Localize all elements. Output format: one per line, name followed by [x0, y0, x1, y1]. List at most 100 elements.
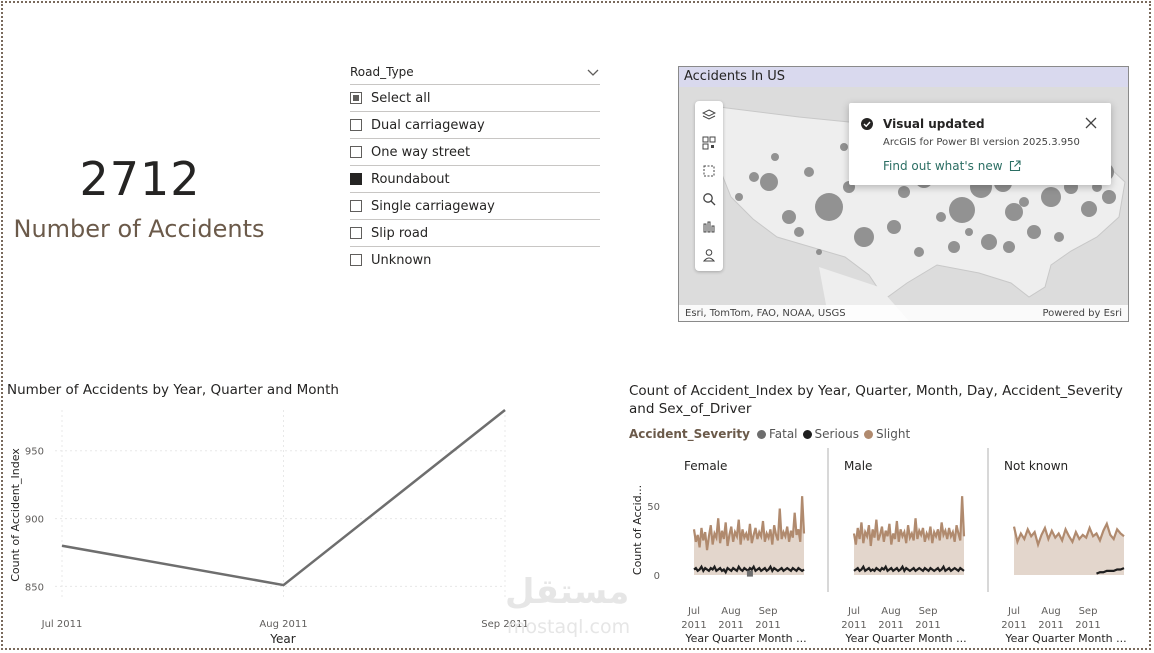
select-rect-tool-button[interactable] — [695, 157, 723, 185]
visual-updated-toast: Visual updated ArcGIS for Power BI versi… — [849, 103, 1111, 185]
x-tick-label: Sep — [1079, 606, 1098, 617]
y-axis-label: Count of Accid... — [631, 485, 644, 575]
accident-marker — [965, 228, 973, 236]
slicer-header[interactable]: Road_Type — [350, 60, 600, 85]
slicer-item-label: Unknown — [371, 252, 432, 268]
accident-marker — [1041, 187, 1061, 207]
slight-line[interactable] — [1012, 520, 1125, 549]
legend-item-slight[interactable]: Slight — [863, 427, 911, 441]
powered-by-esri[interactable]: Powered by Esri — [1042, 307, 1122, 319]
y-tick-label: 900 — [25, 515, 44, 526]
slicer-item[interactable]: Roundabout — [350, 166, 600, 193]
qr-grid-tool-button[interactable] — [695, 129, 723, 157]
accident-marker — [914, 247, 924, 257]
legend-item-serious[interactable]: Serious — [802, 427, 859, 441]
slicer-item[interactable]: One way street — [350, 139, 600, 166]
x-tick-label: 2011 — [1001, 620, 1026, 631]
accident-marker — [948, 241, 960, 253]
whats-new-label: Find out what's new — [883, 159, 1003, 173]
x-tick-label: Aug — [721, 606, 741, 617]
y-tick-label: 950 — [25, 447, 44, 458]
legend-label-slight: Slight — [875, 427, 911, 441]
accident-marker — [1003, 241, 1015, 253]
accident-marker — [981, 234, 997, 250]
checkbox[interactable] — [350, 200, 362, 212]
close-icon[interactable] — [1085, 117, 1097, 129]
map-area[interactable]: Visual updated ArcGIS for Power BI versi… — [679, 87, 1128, 321]
slicer-item-label: Dual carriageway — [371, 117, 485, 133]
x-tick-label: Jul — [847, 606, 860, 617]
select-rect-icon — [703, 165, 715, 177]
road-type-slicer: Road_Type Select all Dual carriageway One … — [350, 60, 600, 273]
line-chart[interactable]: 850 900 950 Jul 2011 Aug 2011 Sep 2011 Year Cou… — [0, 400, 560, 650]
person-pin-tool-button[interactable] — [695, 241, 723, 269]
accidents-map-visual: Accidents In US Visual updated ArcGIS fo… — [678, 66, 1129, 322]
x-axis-label: Year Quarter Month ... — [684, 632, 806, 645]
legend-title: Accident_Severity — [629, 427, 750, 441]
layers-tool-button[interactable] — [695, 101, 723, 129]
slicer-item-label: Roundabout — [371, 171, 450, 187]
qr-grid-icon — [702, 136, 716, 150]
x-tick-label: 2011 — [878, 620, 903, 631]
x-axis-label: Year — [269, 632, 295, 646]
checkbox[interactable] — [350, 146, 362, 158]
checkbox[interactable] — [350, 119, 362, 131]
toast-title: Visual updated — [883, 117, 985, 131]
slicer-item[interactable]: Select all — [350, 85, 600, 112]
checkbox[interactable] — [350, 254, 362, 266]
bars-tool-button[interactable] — [695, 213, 723, 241]
whats-new-link[interactable]: Find out what's new — [883, 159, 1021, 173]
accident-marker — [887, 220, 901, 234]
accident-marker — [1102, 190, 1116, 204]
slicer-title: Road_Type — [350, 65, 414, 79]
map-attribution: Esri, TomTom, FAO, NOAA, USGS — [685, 307, 846, 319]
x-tick-label: Sep — [759, 606, 778, 617]
accident-marker — [1081, 201, 1097, 217]
accident-marker — [749, 172, 759, 182]
accident-marker — [949, 197, 975, 223]
slight-area — [1014, 523, 1124, 575]
slight-line[interactable] — [852, 496, 966, 547]
accident-marker — [1019, 197, 1029, 207]
slicer-item-label: Select all — [371, 90, 431, 106]
accident-marker — [735, 193, 743, 201]
checkbox[interactable] — [350, 227, 362, 239]
serious-line[interactable] — [1096, 567, 1125, 575]
slight-line[interactable] — [692, 496, 806, 551]
x-tick-label: Jul 2011 — [41, 619, 83, 630]
chevron-down-icon[interactable] — [586, 65, 600, 79]
legend-item-fatal[interactable]: Fatal — [756, 427, 798, 441]
x-tick-label: Jul — [687, 606, 700, 617]
y-tick-label: 850 — [25, 582, 44, 593]
x-tick-label: 2011 — [718, 620, 743, 631]
panel-title: Not known — [1004, 459, 1068, 473]
accident-marker — [1005, 203, 1023, 221]
serious-line[interactable] — [693, 564, 805, 575]
accident-marker — [1054, 232, 1064, 242]
fatal-mark[interactable] — [746, 570, 753, 577]
serious-line[interactable] — [853, 564, 965, 574]
check-circle-icon — [861, 118, 873, 130]
severity-legend: Accident_Severity Fatal Serious Slight — [629, 427, 910, 441]
accident-marker — [816, 249, 822, 255]
checkbox[interactable] — [350, 92, 362, 104]
legend-label-serious: Serious — [814, 427, 859, 441]
slicer-item[interactable]: Slip road — [350, 220, 600, 247]
x-tick-label: 2011 — [755, 620, 780, 631]
slicer-item[interactable]: Single carriageway — [350, 193, 600, 220]
kpi-label: Number of Accidents — [13, 215, 265, 243]
accident-marker — [794, 227, 804, 237]
accident-marker — [815, 193, 843, 221]
layers-icon — [702, 109, 716, 120]
checkbox[interactable] — [350, 173, 362, 185]
slicer-item-label: Single carriageway — [371, 198, 495, 214]
accident-marker — [771, 153, 779, 161]
panel-title: Female — [684, 459, 727, 473]
x-tick-label: 2011 — [841, 620, 866, 631]
slicer-item[interactable]: Unknown — [350, 247, 600, 273]
series-line[interactable] — [61, 409, 506, 587]
search-tool-button[interactable] — [695, 185, 723, 213]
slicer-item[interactable]: Dual carriageway — [350, 112, 600, 139]
